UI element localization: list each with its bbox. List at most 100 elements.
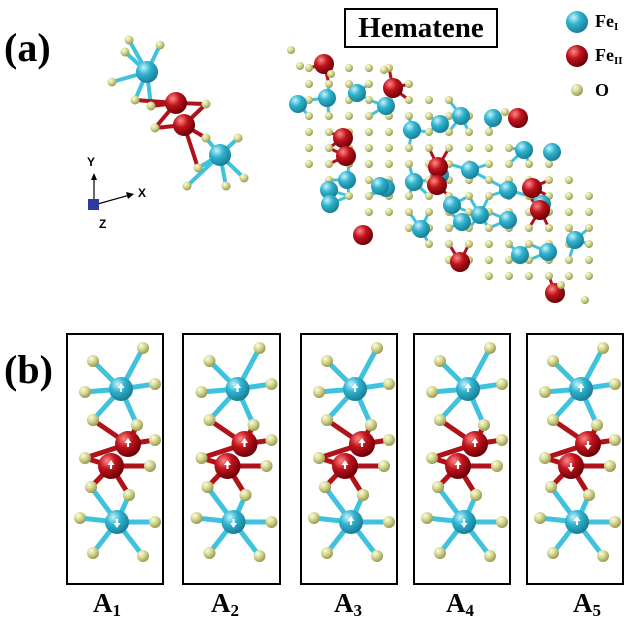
config-structure-5 <box>534 342 621 562</box>
legend-item-fe2: FeII <box>565 44 623 68</box>
o-atom <box>182 181 192 191</box>
config-label-a1-sub: 1 <box>112 601 122 620</box>
config-label-a4-base: A <box>446 588 466 618</box>
o-atom <box>325 160 333 168</box>
o-atom <box>496 516 508 528</box>
axes-indicator: Y X Z <box>82 155 162 235</box>
o-atom <box>365 419 377 431</box>
o-atom <box>484 550 496 562</box>
o-atom <box>445 112 453 120</box>
o-atom <box>565 272 573 280</box>
spin-up-arrow <box>577 383 585 392</box>
o-atom <box>505 160 513 168</box>
spin-up-arrow <box>224 460 231 469</box>
o-atom <box>131 419 143 431</box>
fe2-atom <box>530 200 550 220</box>
o-atom <box>485 144 493 152</box>
config-label-a2-sub: 2 <box>230 601 240 620</box>
o-atom <box>305 112 313 120</box>
o-atom <box>583 489 595 501</box>
fe1-atom <box>471 206 489 224</box>
o-atom <box>585 224 593 232</box>
fe1-atom <box>484 109 502 127</box>
fe1-atom <box>515 141 533 159</box>
fe1-atom <box>431 115 449 133</box>
legend-item-o: O <box>565 78 609 102</box>
o-atom <box>485 224 493 232</box>
o-atom <box>149 378 161 390</box>
config-label-a4: A4 <box>446 588 474 621</box>
spin-up-arrow <box>471 438 479 447</box>
o-atom <box>545 481 557 493</box>
spin-down-arrow <box>230 519 237 528</box>
o-atom <box>79 452 91 464</box>
o-atom <box>305 96 313 104</box>
fe1-atom <box>543 143 561 161</box>
o-atom <box>485 176 493 184</box>
o-atom <box>325 80 333 88</box>
o-atom <box>144 460 156 472</box>
o-atom <box>585 240 593 248</box>
o-atom <box>305 64 313 72</box>
o-atom <box>321 414 333 426</box>
o-atom <box>425 128 433 136</box>
fe1-atom <box>405 173 423 191</box>
fe2-atom <box>450 252 470 272</box>
o-atom <box>405 96 413 104</box>
o-atom <box>265 434 278 446</box>
fe1-atom <box>209 144 231 166</box>
o-atom <box>325 128 333 136</box>
o-atom <box>485 256 493 264</box>
o-atom <box>525 160 533 168</box>
o-atom <box>150 123 160 133</box>
fe1-atom <box>321 195 339 213</box>
fe1-atom <box>566 231 584 249</box>
o-atom <box>539 452 551 464</box>
o-atom <box>130 95 140 105</box>
o-atom <box>378 460 390 472</box>
config-label-a4-sub: 4 <box>465 601 475 620</box>
axes-arrows-icon <box>88 173 134 210</box>
spin-up-arrow <box>573 516 581 525</box>
fe2-atom <box>522 178 542 198</box>
o-sphere-icon <box>571 84 583 96</box>
o-atom <box>405 192 413 200</box>
o-atom <box>149 516 161 528</box>
spin-down-arrow <box>567 463 575 472</box>
config-label-a5-base: A <box>573 588 593 618</box>
o-atom <box>547 355 559 367</box>
o-atom <box>107 77 117 87</box>
o-atom <box>265 378 278 390</box>
o-atom <box>327 70 335 78</box>
o-atom <box>383 516 395 528</box>
o-atom <box>383 434 395 446</box>
fe2-atom <box>165 92 187 114</box>
fe2-atom <box>333 128 353 148</box>
o-atom <box>585 192 593 200</box>
fe2-sphere-icon <box>566 45 588 67</box>
config-label-a2-base: A <box>211 588 231 618</box>
o-atom <box>305 128 313 136</box>
o-atom <box>383 378 395 390</box>
o-atom <box>321 355 333 367</box>
o-atom <box>195 452 208 464</box>
o-atom <box>565 208 573 216</box>
o-atom <box>485 160 493 168</box>
o-atom <box>193 163 203 173</box>
fe1-atom <box>403 121 421 139</box>
o-atom <box>87 355 99 367</box>
o-atom <box>253 342 266 354</box>
o-atom <box>585 272 593 280</box>
o-atom <box>445 144 453 152</box>
o-atom <box>380 66 388 74</box>
legend: FeI FeII O <box>565 6 631 106</box>
o-atom <box>485 128 493 136</box>
fe1-atom <box>461 161 479 179</box>
o-atom <box>425 96 433 104</box>
o-atom <box>505 144 513 152</box>
o-atom <box>365 144 373 152</box>
o-atom <box>565 224 573 232</box>
o-atom <box>485 272 493 280</box>
o-atom <box>265 516 278 528</box>
